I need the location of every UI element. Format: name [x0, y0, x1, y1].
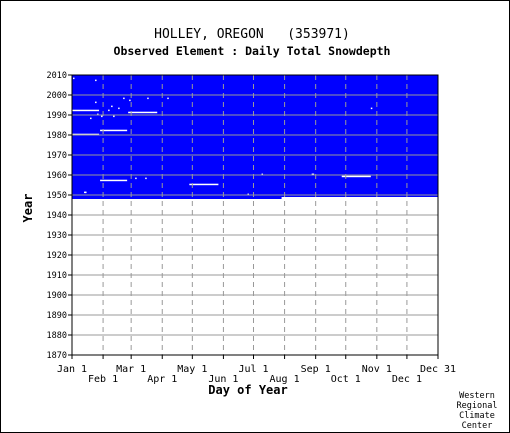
y-tick-label: 1960 — [47, 171, 67, 181]
x-tick-label: Jan 1 — [57, 364, 87, 375]
missing-day — [95, 101, 97, 104]
missing-gap — [189, 183, 219, 186]
missing-day — [90, 117, 92, 120]
y-tick-label: 1950 — [47, 191, 67, 201]
x-tick-label: Nov 1 — [362, 364, 392, 375]
chart-title: HOLLEY, OREGON (353971) — [154, 27, 350, 42]
record-period-block — [72, 75, 438, 197]
missing-day — [73, 77, 75, 80]
missing-gap — [341, 175, 371, 178]
missing-day — [95, 79, 97, 82]
missing-gap — [72, 133, 100, 136]
missing-day — [123, 97, 125, 100]
y-tick-label: 1980 — [47, 131, 67, 141]
missing-day — [108, 109, 110, 112]
missing-day — [97, 113, 99, 116]
x-tick-label: Sep 1 — [301, 364, 331, 375]
missing-day — [247, 193, 249, 196]
missing-gap — [72, 109, 100, 112]
y-tick-label: 2010 — [47, 71, 67, 81]
missing-day — [135, 177, 137, 180]
x-tick-label: Oct 1 — [331, 374, 361, 385]
missing-gap — [100, 179, 128, 182]
y-axis-label: Year — [21, 194, 35, 223]
x-tick-label: May 1 — [177, 364, 207, 375]
y-tick-label: 1970 — [47, 151, 67, 161]
x-tick-label: Aug 1 — [270, 374, 300, 385]
missing-day — [101, 115, 103, 118]
missing-gap — [100, 129, 128, 132]
plot-border — [71, 74, 439, 356]
x-tick-label: Mar 1 — [116, 364, 146, 375]
missing-day — [111, 105, 113, 108]
x-tick-label: Dec 31 — [420, 364, 456, 375]
y-tick-label: 1880 — [47, 331, 67, 341]
missing-day — [129, 99, 131, 102]
y-tick-label: 1870 — [47, 351, 67, 361]
missing-day — [84, 191, 86, 194]
x-tick-label: Feb 1 — [88, 374, 118, 385]
missing-gap — [128, 111, 158, 114]
missing-day — [311, 173, 314, 176]
y-tick-label: 1990 — [47, 111, 67, 121]
x-tick-label: Dec 1 — [392, 374, 422, 385]
y-tick-label: 1920 — [47, 251, 67, 261]
credit-line: Center — [462, 421, 493, 431]
y-tick-label: 1900 — [47, 291, 67, 301]
x-tick-label: Jul 1 — [238, 364, 268, 375]
credit-line: Climate — [459, 411, 495, 421]
y-tick-label: 1890 — [47, 311, 67, 321]
chart-subtitle: Observed Element : Daily Total Snowdepth — [114, 44, 391, 58]
y-tick-label: 1940 — [47, 211, 67, 221]
missing-day — [261, 173, 264, 176]
x-tick-label: Jun 1 — [208, 374, 238, 385]
x-tick-label: Apr 1 — [147, 374, 177, 385]
record-first-year-block — [72, 197, 282, 199]
missing-day — [147, 97, 149, 100]
missing-day — [118, 107, 120, 110]
y-tick-label: 1910 — [47, 271, 67, 281]
x-axis-label: Day of Year — [208, 383, 287, 397]
missing-day — [312, 173, 315, 176]
y-tick-label: 2000 — [47, 91, 67, 101]
missing-day — [85, 191, 87, 194]
missing-day — [113, 115, 115, 118]
wrcc-credit: Western Regional Climate Center — [457, 391, 498, 431]
credit-line: Western — [459, 391, 495, 401]
missing-day — [370, 107, 373, 110]
plot-area: 1870 1880 1890 1900 1910 1920 1930 1940 1950 1960… — [47, 71, 457, 385]
missing-day — [167, 97, 169, 100]
missing-day — [145, 177, 147, 180]
credit-line: Regional — [457, 401, 498, 411]
y-tick-label: 1930 — [47, 231, 67, 241]
